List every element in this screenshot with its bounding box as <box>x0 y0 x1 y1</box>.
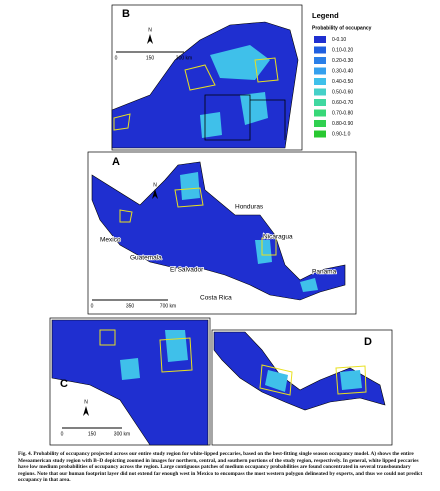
scale-label: 300 km <box>176 55 192 61</box>
caption-label: Fig. 4. <box>18 451 32 457</box>
panel-a-land <box>91 161 346 301</box>
legend: Legend Probability of occupancy 0-0.10 0.… <box>312 11 372 138</box>
scale-label: 0 <box>91 303 94 309</box>
legend-label: 0.40-0.50 <box>332 79 353 85</box>
legend-swatch <box>314 130 326 138</box>
panel-c-patches <box>120 330 188 380</box>
panel-b-patches <box>200 45 270 138</box>
country-label: Honduras <box>235 204 264 211</box>
scale-label: 150 <box>146 55 155 61</box>
scale-label: 700 km <box>160 303 176 309</box>
scale-label: 350 <box>126 303 135 309</box>
scale-label: 0 <box>115 55 118 61</box>
north-arrow <box>152 189 158 199</box>
country-label: Guatemala <box>130 255 162 262</box>
country-label: Panama <box>312 269 337 276</box>
legend-label: 0.80-0.90 <box>332 121 353 127</box>
panel-a-polygons <box>119 187 277 256</box>
panel-label: B <box>122 8 130 20</box>
country-label: Costa Rica <box>200 295 232 302</box>
north-label: N <box>84 399 88 405</box>
panel-d-land <box>213 331 386 411</box>
legend-label: 0.30-0.40 <box>332 69 353 75</box>
caption: Fig. 4. Probability of occupancy project… <box>18 451 428 484</box>
panel-b-boxes <box>204 94 286 141</box>
country-label: El Salvador <box>170 267 204 274</box>
legend-label: 0-0.10 <box>332 37 346 43</box>
panel-label: A <box>112 156 120 168</box>
legend-swatch <box>314 57 326 64</box>
scale-label: 150 <box>88 431 97 437</box>
legend-swatch <box>314 120 326 127</box>
legend-label: 0.90-1.0 <box>332 132 351 138</box>
legend-swatch <box>314 88 326 96</box>
scale-label: 0 <box>61 431 64 437</box>
panel-label: C <box>60 378 68 390</box>
legend-label: 0.50-0.60 <box>332 90 353 96</box>
legend-title: Legend <box>312 11 339 20</box>
legend-swatch <box>314 109 326 117</box>
legend-label: 0.60-0.70 <box>332 100 353 106</box>
country-label: Mexico <box>100 237 121 244</box>
legend-swatch <box>314 67 326 75</box>
legend-subtitle: Probability of occupancy <box>312 25 372 31</box>
legend-swatch <box>314 36 326 43</box>
country-labels: Mexico Guatemala Honduras El Salvador Nicara… <box>99 203 337 303</box>
panel-b-polygons <box>113 57 279 131</box>
panel-d-polygons <box>259 364 367 396</box>
panel-d-patches <box>265 370 362 392</box>
scale-label: 300 km <box>114 431 130 437</box>
legend-swatch <box>314 46 326 54</box>
legend-label: 0.20-0.30 <box>332 58 353 64</box>
legend-label: 0.70-0.80 <box>332 111 353 117</box>
legend-label: 0.10-0.20 <box>332 48 353 54</box>
panel-label: D <box>364 336 372 348</box>
figure: B N 0 150 300 km Legend Probability of o… <box>49 4 393 446</box>
caption-text: Probability of occupancy projected acros… <box>18 451 423 484</box>
panel-c-polygons <box>99 329 193 373</box>
legend-swatch <box>314 78 326 85</box>
north-label: N <box>148 27 152 33</box>
legend-swatch <box>314 99 326 106</box>
north-arrow <box>147 34 153 44</box>
country-label: Nicaragua <box>263 234 293 241</box>
north-label: N <box>153 182 157 188</box>
north-arrow <box>83 406 89 416</box>
panel-a-patches <box>180 172 318 292</box>
